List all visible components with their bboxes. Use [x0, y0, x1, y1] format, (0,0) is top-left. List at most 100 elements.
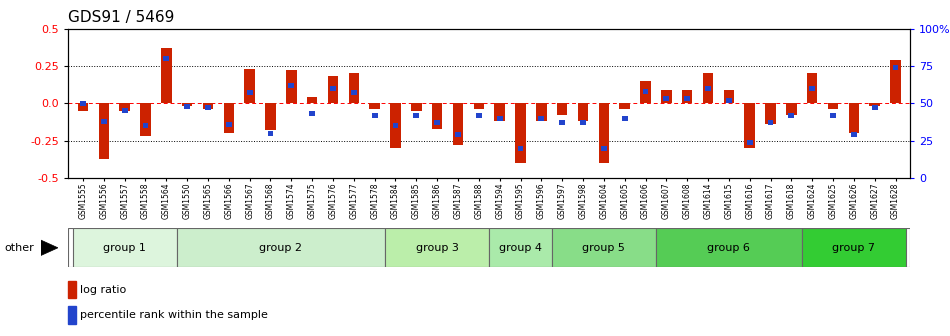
Bar [453, 103, 464, 145]
Bar [68, 306, 76, 324]
Bar [68, 281, 76, 298]
Bar [80, 101, 86, 106]
Bar [827, 103, 838, 109]
Bar [663, 96, 669, 101]
Bar [642, 89, 649, 94]
Text: group 7: group 7 [832, 243, 875, 253]
Bar [177, 228, 385, 267]
Bar [310, 111, 315, 116]
Text: percentile rank within the sample: percentile rank within the sample [81, 310, 268, 320]
Bar [163, 56, 169, 61]
Text: group 1: group 1 [104, 243, 146, 253]
Bar [809, 86, 815, 91]
Bar [223, 103, 234, 133]
Bar [286, 71, 296, 103]
Bar [661, 90, 672, 103]
Bar [515, 103, 525, 163]
Bar [552, 228, 655, 267]
Text: group 3: group 3 [416, 243, 459, 253]
Bar [536, 103, 546, 121]
Bar [830, 113, 836, 118]
Bar [598, 103, 609, 163]
Bar [489, 228, 552, 267]
Bar [494, 103, 504, 121]
Bar [578, 103, 588, 121]
Bar [268, 131, 274, 136]
Bar [101, 119, 106, 124]
Bar [601, 145, 607, 151]
Text: other: other [5, 243, 34, 253]
Bar [848, 103, 859, 133]
Bar [307, 97, 317, 103]
Bar [768, 120, 773, 125]
Bar [349, 74, 359, 103]
Bar [413, 113, 419, 118]
Bar [370, 103, 380, 109]
Bar [162, 48, 172, 103]
Bar [371, 113, 377, 118]
Bar [703, 74, 713, 103]
Bar [539, 116, 544, 121]
Bar [560, 120, 565, 125]
Bar [351, 90, 357, 95]
Bar [411, 103, 422, 111]
Bar [99, 103, 109, 159]
Bar [893, 65, 899, 70]
Bar [120, 103, 130, 111]
Bar [182, 103, 192, 106]
Bar [640, 81, 651, 103]
Bar [851, 132, 857, 137]
Bar [580, 120, 586, 125]
Bar [226, 122, 232, 127]
Bar [802, 228, 906, 267]
Bar [184, 104, 190, 109]
Bar [265, 103, 275, 130]
Bar [432, 103, 443, 129]
Bar [890, 60, 901, 103]
Bar [518, 145, 523, 151]
Bar [202, 103, 213, 109]
Bar [557, 103, 567, 115]
Polygon shape [41, 240, 58, 256]
Bar [247, 90, 253, 95]
Bar [807, 74, 817, 103]
Bar [392, 123, 398, 128]
Text: GDS91 / 5469: GDS91 / 5469 [68, 10, 175, 25]
Bar [474, 103, 484, 109]
Bar [705, 86, 711, 91]
Bar [289, 83, 294, 88]
Text: log ratio: log ratio [81, 285, 126, 295]
Bar [385, 228, 489, 267]
Bar [434, 120, 440, 125]
Bar [72, 228, 177, 267]
Bar [724, 90, 734, 103]
Bar [390, 103, 401, 148]
Bar [476, 113, 482, 118]
Bar [455, 132, 461, 137]
Bar [788, 113, 794, 118]
Bar [787, 103, 796, 115]
Bar [872, 105, 878, 111]
Text: group 4: group 4 [499, 243, 542, 253]
Text: group 6: group 6 [708, 243, 750, 253]
Text: group 5: group 5 [582, 243, 625, 253]
Bar [745, 103, 755, 148]
Bar [682, 90, 693, 103]
Bar [328, 76, 338, 103]
Bar [747, 139, 752, 145]
Bar [122, 108, 127, 114]
Bar [244, 69, 255, 103]
Bar [205, 105, 211, 111]
Bar [684, 96, 690, 101]
Bar [141, 103, 151, 136]
Bar [330, 86, 336, 91]
Bar [766, 103, 776, 124]
Bar [497, 116, 503, 121]
Bar [78, 103, 88, 111]
Bar [619, 103, 630, 109]
Bar [142, 123, 148, 128]
Bar [656, 228, 802, 267]
Text: group 2: group 2 [259, 243, 302, 253]
Bar [869, 103, 880, 106]
Bar [621, 116, 628, 121]
